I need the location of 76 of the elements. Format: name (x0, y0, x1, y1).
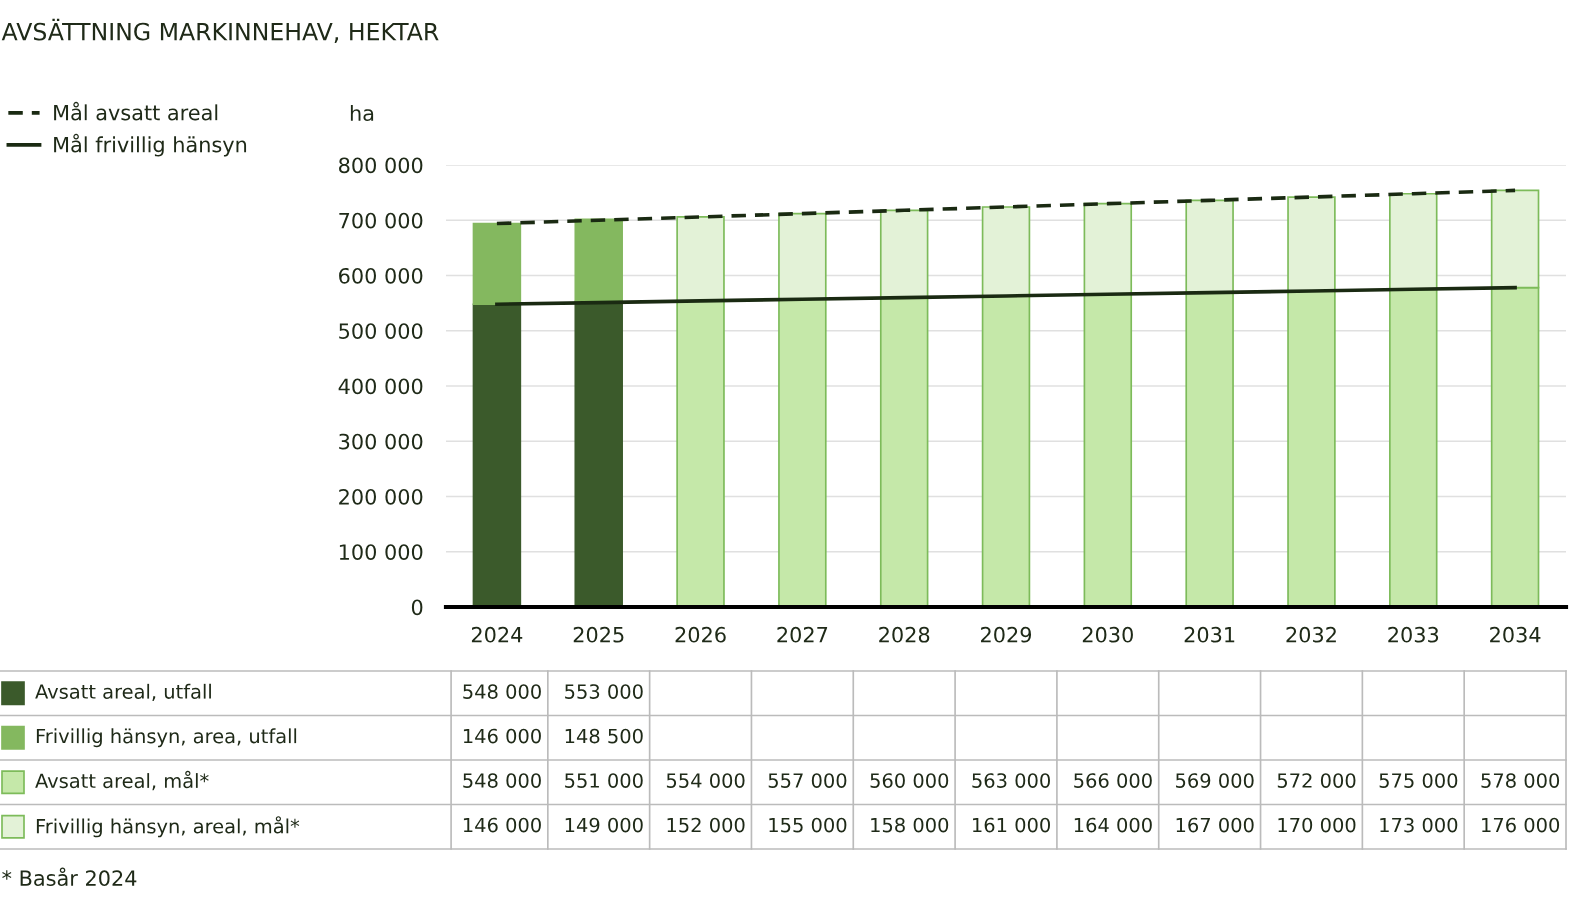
y-tick-label: 600 000 (339, 267, 423, 284)
legend-label: Frivillig hänsyn, areal, mål* (36, 816, 300, 838)
y-tick-label: 200 000 (339, 488, 423, 505)
data-label: 173 000 (1380, 817, 1458, 833)
bar (1389, 288, 1438, 607)
x-tick-label: 2032 (1286, 626, 1336, 643)
text: 146 000 (463, 817, 541, 833)
data-label: 554 000 (666, 773, 745, 788)
data-label: 578 000 (1481, 773, 1560, 788)
data-label: 146 000 (463, 728, 541, 744)
bar (472, 303, 522, 607)
data-label: 148 500 (565, 728, 643, 744)
text: 548 000 (463, 773, 541, 788)
data-label: 575 000 (1379, 773, 1458, 788)
data-label: 170 000 (1278, 817, 1356, 833)
data-label: 553 000 (565, 684, 643, 699)
y-axis-title: ha (350, 104, 374, 122)
data-label: 560 000 (870, 773, 949, 788)
y-tick-label: 300 000 (339, 433, 423, 450)
x-tick-label: 2033 (1388, 626, 1439, 643)
text: * Basår 2024 (2, 867, 137, 887)
data-label: 164 000 (1074, 817, 1152, 833)
bar (981, 295, 1031, 607)
data-label: 563 000 (972, 773, 1050, 788)
y-tick-label: 0 (411, 599, 423, 616)
bar (1083, 202, 1133, 296)
data-label: 557 000 (768, 773, 847, 788)
x-tick-label: 2028 (879, 626, 930, 643)
bar (1389, 192, 1438, 291)
x-tick-label: 2024 (471, 626, 523, 643)
data-label: 569 000 (1176, 773, 1254, 788)
text: 149 000 (565, 817, 643, 833)
data-label: 566 000 (1074, 773, 1152, 788)
x-tick-label: 2031 (1184, 626, 1235, 643)
bar (1083, 293, 1133, 607)
data-label: 158 000 (871, 817, 949, 833)
bar (1185, 291, 1234, 607)
line-series (495, 285, 1517, 307)
x-tick-label: 2029 (981, 626, 1032, 643)
x-tick-label: 2025 (573, 626, 624, 643)
bar (778, 298, 827, 607)
bar (1287, 196, 1336, 292)
bar (879, 209, 929, 299)
x-tick-label: 2027 (777, 626, 828, 643)
text: AVSÄTTNING MARKINNEHAV, HEKTAR (1, 18, 439, 43)
y-tick-label: 700 000 (339, 212, 423, 229)
bar (574, 218, 623, 303)
y-tick-label: 400 000 (338, 378, 423, 395)
data-label: 155 000 (769, 817, 847, 833)
data-label: 572 000 (1277, 773, 1356, 788)
bar (676, 300, 725, 607)
legend-label: Mål frivillig hänsyn (54, 133, 247, 157)
x-tick-label: 2026 (675, 626, 726, 643)
x-tick-label: 2030 (1082, 626, 1133, 643)
bar (981, 206, 1031, 297)
data-label: 167 000 (1176, 817, 1254, 833)
y-tick-label: 100 000 (339, 544, 423, 560)
legend-label: Avsatt areal, utfall (35, 683, 211, 701)
legend-label: Avsatt areal, mål* (35, 770, 209, 791)
bar (676, 216, 725, 302)
data-label: 548 000 (463, 684, 541, 699)
bar (778, 212, 827, 301)
y-tick-label: 500 000 (339, 323, 423, 339)
line-series (495, 188, 1517, 226)
y-tick-label: 800 000 (339, 157, 423, 174)
bar (1185, 199, 1234, 294)
data-label: 176 000 (1482, 817, 1560, 833)
data-label: 161 000 (973, 817, 1050, 833)
legend-label: Mål avsatt areal (54, 101, 218, 121)
data-label: 152 000 (667, 817, 745, 833)
x-tick-label: 2034 (1490, 626, 1541, 643)
legend-label: Frivillig hänsyn, area, utfall (36, 728, 297, 748)
text: 551 000 (565, 773, 643, 788)
bar (472, 222, 522, 306)
bar (1287, 290, 1336, 607)
bar (879, 296, 929, 607)
